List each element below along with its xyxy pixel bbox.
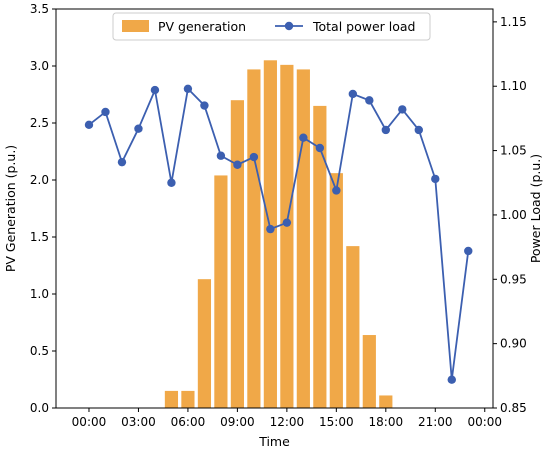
load-point	[299, 133, 308, 142]
load-point	[183, 84, 193, 94]
load-point	[315, 143, 325, 153]
load-line	[88, 86, 470, 380]
y-left-tick-label: 1.0	[30, 287, 49, 301]
pv-bar	[379, 395, 393, 408]
load-point	[447, 375, 456, 384]
x-tick-label: 06:00	[171, 415, 206, 429]
pv-bar	[329, 173, 343, 408]
y-left-tick-label: 3.5	[30, 2, 49, 16]
load-point	[332, 186, 341, 195]
pv-bar	[296, 69, 310, 409]
plot-frame	[55, 8, 494, 409]
load-point	[200, 101, 209, 110]
load-point	[233, 160, 242, 169]
pv-bar	[346, 246, 360, 408]
legend: PV generation Total power load	[112, 12, 431, 41]
load-point	[101, 107, 110, 117]
y-right-tick-label: 0.85	[500, 401, 527, 415]
load-point	[365, 96, 374, 105]
load-point	[398, 105, 407, 114]
load-point	[249, 152, 259, 162]
x-tick-label: 15:00	[319, 415, 354, 429]
y-left-tick-label: 3.0	[30, 59, 49, 73]
y-right-tick-label: 1.10	[500, 79, 527, 93]
pv-bar	[247, 69, 261, 409]
load-point	[134, 124, 143, 133]
pv-bar	[164, 390, 179, 408]
load-line-layer	[84, 84, 473, 384]
x-tick-label: 00:00	[72, 415, 107, 429]
x-tick-label: 12:00	[270, 415, 305, 429]
load-point	[266, 224, 275, 234]
load-point	[381, 125, 391, 135]
x-tick-label: 09:00	[220, 415, 255, 429]
load-point	[167, 178, 176, 187]
y-right-tick-label: 1.05	[500, 144, 527, 158]
pv-bar	[263, 60, 277, 409]
load-point	[84, 120, 94, 130]
y-left-tick-label: 0.0	[30, 401, 49, 415]
pv-bars	[164, 60, 393, 409]
y-left-tick-label: 1.5	[30, 230, 49, 244]
y-left-tick-label: 2.0	[30, 173, 49, 187]
legend-load-marker	[284, 21, 294, 31]
legend-pv-label: PV generation	[158, 19, 246, 34]
y-right-tick-label: 0.90	[500, 337, 527, 351]
y-right-tick-label: 1.15	[500, 15, 527, 29]
load-point	[282, 218, 292, 227]
load-point	[117, 157, 127, 167]
pv-bar	[230, 100, 244, 408]
y-right-tick-label: 1.00	[500, 208, 527, 222]
x-tick-label: 18:00	[369, 415, 404, 429]
load-point	[216, 151, 226, 160]
pv-bar	[313, 105, 327, 409]
pv-bar	[280, 64, 294, 409]
load-point	[414, 125, 423, 135]
legend-pv-swatch	[122, 20, 149, 32]
pv-bar	[181, 390, 195, 408]
load-point	[431, 174, 440, 184]
y-left-axis-label: PV Generation (p.u.)	[3, 145, 18, 272]
pv-bar	[214, 175, 228, 408]
x-tick-label: 00:00	[467, 415, 502, 429]
legend-box	[112, 12, 431, 41]
y-left-tick-label: 2.5	[30, 116, 49, 130]
load-point	[150, 85, 160, 95]
load-point	[348, 89, 358, 99]
pv-bar	[197, 279, 212, 408]
x-axis-label: Time	[258, 434, 290, 449]
x-tick-label: 03:00	[121, 415, 156, 429]
y-right-axis-label: Power Load (p.u.)	[528, 154, 543, 263]
axes: 00:00 03:00 06:00 09:00 12:00 15:00 18:00 21:00…	[3, 2, 543, 449]
load-point	[464, 246, 473, 256]
y-right-tick-label: 0.95	[500, 272, 527, 286]
x-tick-label: 21:00	[418, 415, 453, 429]
pv-bar	[362, 335, 376, 408]
y-left-tick-label: 0.5	[30, 344, 49, 358]
legend-load-label: Total power load	[312, 19, 416, 34]
